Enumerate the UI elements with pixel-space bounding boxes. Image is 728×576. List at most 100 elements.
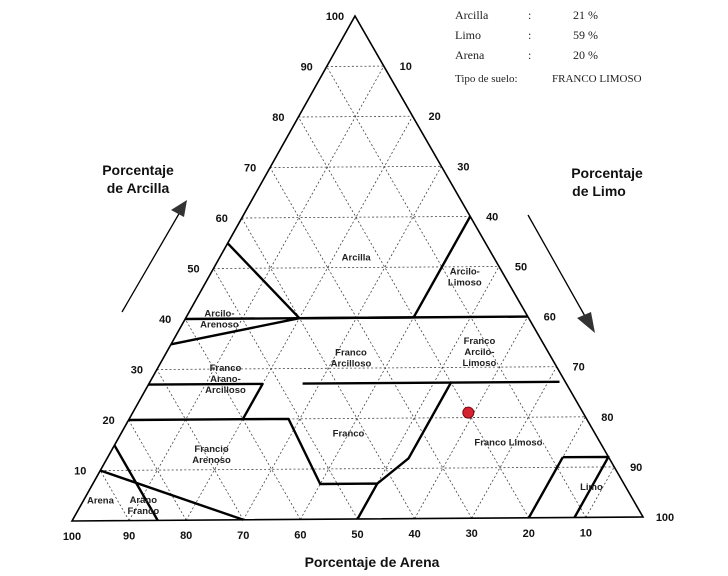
- info-soil-type-label: Tipo de suelo:: [455, 73, 518, 85]
- info-value-silt: 59 %: [573, 28, 598, 42]
- clay-tick-label-60: 60: [216, 213, 228, 225]
- sand-tick-label-50: 50: [351, 529, 363, 541]
- grid-line-clay-50: [213, 266, 500, 269]
- region-label-11-line-1: Arena: [87, 496, 115, 507]
- silt-tick-label-60: 60: [544, 312, 556, 324]
- class-boundary-12: [376, 381, 453, 485]
- region-label-6-line-2: Arano-: [210, 374, 241, 385]
- region-label-7-line-1: Franco: [333, 429, 365, 440]
- clay-axis-title-line2: de Arcilla: [107, 180, 170, 196]
- clay-axis-title-line1: Porcentaje: [102, 162, 174, 178]
- region-label-5-line-2: Arcilo-: [464, 347, 494, 358]
- grid-line-sand-90: [99, 470, 130, 521]
- sand-tick-label-30: 30: [466, 528, 478, 540]
- sand-axis-title: Porcentaje de Arena: [305, 554, 440, 570]
- grid-line-sand-70: [156, 369, 244, 520]
- region-label-6-line-3: Arcilloso: [205, 385, 246, 396]
- region-label-8-line-1: Franco Limoso: [474, 437, 542, 448]
- region-label-9-line-1: Francio: [194, 444, 229, 455]
- class-boundary-9: [128, 418, 243, 422]
- region-label-3-line-1: Arcilo-: [204, 308, 234, 319]
- region-label-4-line-2: Arcilloso: [331, 359, 372, 370]
- region-label-9-line-2: Arenoso: [192, 455, 231, 466]
- class-boundary-14: [562, 455, 610, 519]
- region-label-12-line-1: Arano: [130, 495, 158, 506]
- clay-tick-label-70: 70: [244, 163, 256, 175]
- grid-line-sand-30: [269, 167, 473, 519]
- clay-tick-label-80: 80: [272, 112, 284, 124]
- class-boundary-5: [412, 215, 472, 318]
- sand-tick-label-10: 10: [580, 527, 592, 539]
- clay-tick-label-90: 90: [301, 62, 313, 74]
- grid-line-silt-60: [414, 316, 529, 519]
- silt-tick-label-90: 90: [630, 462, 642, 474]
- class-boundary-11: [99, 469, 244, 521]
- clay-arrowhead-icon: [171, 200, 187, 217]
- silt-tick-label-20: 20: [428, 111, 440, 123]
- info-sep-clay: :: [528, 8, 531, 22]
- region-labels: ArcillaArcilo-LimosoArcilo-ArenosoFranco…: [87, 252, 603, 516]
- sand-tick-label-60: 60: [294, 529, 306, 541]
- region-label-2-line-1: Arcilo-: [450, 266, 480, 277]
- region-label-3-line-2: Arenoso: [200, 319, 239, 330]
- class-boundary-4: [299, 315, 528, 320]
- sand-tick-label-80: 80: [180, 530, 192, 542]
- grid-line-sand-10: [326, 66, 587, 518]
- sample-info: Arcilla : 21 % Limo : 59 % Arena : 20 % …: [455, 8, 642, 85]
- grid-line-clay-10: [100, 466, 615, 471]
- silt-tick-label-50: 50: [515, 262, 527, 274]
- silt-tick-label-70: 70: [572, 362, 584, 374]
- region-label-4-line-1: Franco: [335, 348, 367, 359]
- region-label-5-line-3: Limoso: [463, 358, 497, 369]
- grid-line-silt-70: [471, 366, 557, 519]
- silt-axis-title-line1: Porcentaje: [571, 165, 643, 181]
- sand-tick-label-90: 90: [123, 531, 135, 543]
- tick-labels: 10 20 30 40 50 60 70 80 90 100 10 20 30 40 50 60 70 80 90 1…: [63, 11, 674, 543]
- silt-tick-label-100: 100: [656, 512, 674, 524]
- grid-line-clay-70: [270, 165, 442, 168]
- class-boundary-3: [170, 317, 300, 346]
- info-label-silt: Limo: [455, 28, 481, 42]
- grid-line-sand-50: [213, 268, 358, 520]
- grid-line-silt-90: [585, 466, 615, 518]
- info-sep-sand: :: [528, 48, 531, 62]
- silt-arrow-icon: [527, 214, 587, 319]
- info-label-sand: Arena: [455, 48, 485, 62]
- grid-line-sand-60: [184, 318, 301, 520]
- info-sep-silt: :: [528, 28, 531, 42]
- grid-line-silt-50: [357, 266, 500, 520]
- info-value-clay: 21 %: [573, 8, 598, 22]
- silt-tick-label-40: 40: [486, 211, 498, 223]
- sand-tick-label-70: 70: [237, 530, 249, 542]
- region-label-2-line-2: Limoso: [448, 277, 482, 288]
- info-value-sand: 20 %: [573, 48, 598, 62]
- grid-line-clay-60: [241, 216, 471, 219]
- class-boundary-8: [302, 380, 560, 385]
- region-label-5-line-1: Franco: [464, 336, 496, 347]
- silt-tick-label-80: 80: [601, 412, 613, 424]
- class-boundaries: [99, 215, 610, 521]
- grid-line-clay-30: [156, 366, 557, 370]
- class-boundary-13: [527, 456, 564, 519]
- sand-tick-label-40: 40: [408, 529, 420, 541]
- info-soil-type-value: FRANCO LIMOSO: [552, 73, 642, 85]
- region-label-1-line-1: Arcilla: [342, 252, 372, 263]
- clay-tick-label-100: 100: [326, 11, 344, 23]
- silt-axis-title-line2: de Limo: [572, 183, 626, 199]
- clay-tick-label-50: 50: [187, 264, 199, 276]
- region-label-10-line-1: Limo: [580, 482, 603, 493]
- grid-line-silt-40: [300, 216, 471, 520]
- region-label-6-line-1: Franco: [210, 363, 242, 374]
- grid-line-silt-10: [128, 65, 385, 521]
- grid-line-sand-40: [241, 217, 415, 519]
- clay-tick-label-20: 20: [102, 415, 114, 427]
- clay-tick-label-10: 10: [74, 466, 86, 478]
- silt-tick-label-30: 30: [457, 161, 469, 173]
- sample-point-marker: [462, 406, 475, 419]
- info-label-clay: Arcilla: [455, 8, 489, 22]
- sand-tick-label-20: 20: [523, 528, 535, 540]
- silt-arrowhead-icon: [577, 312, 595, 333]
- silt-tick-label-10: 10: [400, 61, 412, 73]
- clay-tick-label-40: 40: [159, 314, 171, 326]
